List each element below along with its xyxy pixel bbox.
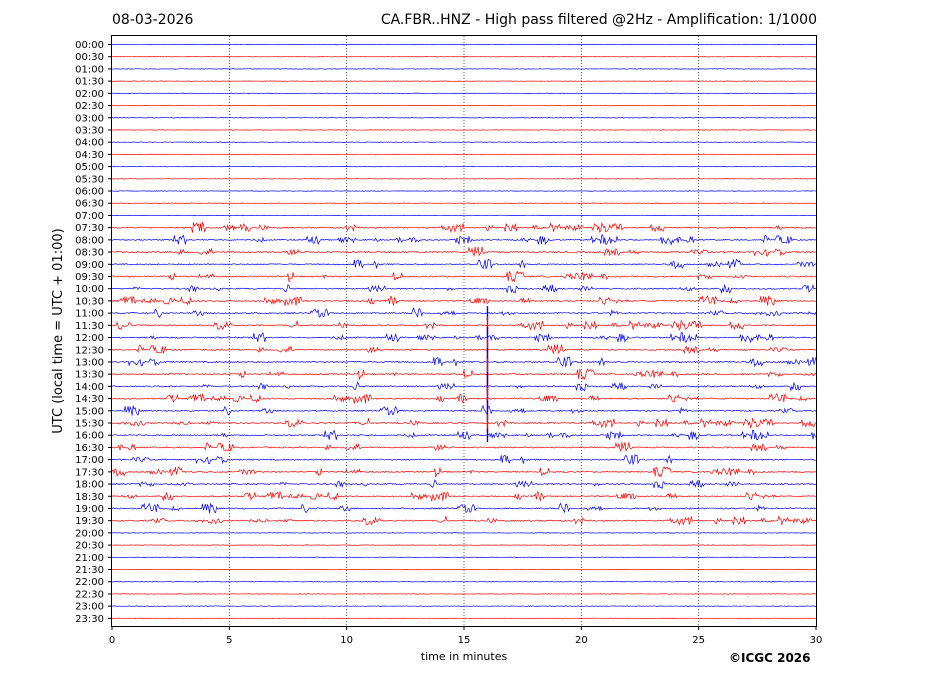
- y-tick-label: 02:30: [75, 101, 104, 112]
- trace-1430: [111, 392, 817, 405]
- trace-0500: [111, 165, 817, 168]
- trace-1500: [111, 404, 817, 416]
- y-tick-label: 14:00: [75, 382, 104, 393]
- y-tick-label: 19:30: [75, 516, 104, 527]
- chart-title: CA.FBR..HNZ - High pass filtered @2Hz - …: [380, 12, 817, 28]
- y-tick-label: 11:30: [75, 321, 104, 332]
- y-axis-label: UTC (local time = UTC + 01:00): [51, 228, 66, 433]
- y-tick-label: 01:30: [75, 77, 104, 88]
- y-tick-label: 17:00: [75, 455, 104, 466]
- y-tick-label: 17:30: [75, 467, 104, 478]
- x-tick-label: 20: [575, 635, 588, 646]
- y-tick-label: 20:30: [75, 541, 104, 552]
- y-tick-label: 15:30: [75, 419, 104, 430]
- y-tick-label: 04:00: [75, 138, 104, 149]
- y-tick-label: 05:30: [75, 174, 104, 185]
- y-tick-label: 21:30: [75, 565, 104, 576]
- trace-1230: [111, 344, 817, 355]
- x-tick-labels: 0 5 10 15 20 25 30: [109, 626, 823, 646]
- y-tick-label: 20:00: [75, 528, 104, 539]
- trace-0000: [111, 43, 817, 46]
- trace-2000: [111, 532, 817, 534]
- y-tick-label: 22:00: [75, 577, 104, 588]
- y-tick-label: 16:00: [75, 431, 104, 442]
- trace-1930: [111, 515, 817, 527]
- y-tick-label: 07:00: [75, 211, 104, 222]
- trace-1130: [111, 319, 817, 331]
- x-tick-label: 5: [226, 635, 232, 646]
- x-tick-label: 10: [340, 635, 353, 646]
- y-tick-label: 01:00: [75, 64, 104, 75]
- y-tick-label: 02:00: [75, 89, 104, 100]
- trace-0700: [111, 214, 817, 217]
- y-tick-label: 16:30: [75, 443, 104, 454]
- trace-0630: [111, 202, 817, 204]
- y-tick-label: 21:00: [75, 553, 104, 564]
- y-tick-label: 12:00: [75, 333, 104, 344]
- trace-2030: [111, 544, 817, 546]
- y-tick-label: 11:00: [75, 309, 104, 320]
- grid-lines: [229, 36, 699, 626]
- y-tick-label: 23:30: [75, 614, 104, 625]
- y-tick-label: 05:00: [75, 162, 104, 173]
- y-tick-label: 19:00: [75, 504, 104, 515]
- y-tick-label: 18:30: [75, 492, 104, 503]
- trace-group: [111, 43, 817, 619]
- y-tick-label: 13:30: [75, 370, 104, 381]
- trace-2100: [111, 556, 817, 558]
- chart-date: 08-03-2026: [112, 12, 194, 28]
- trace-0030: [111, 56, 817, 58]
- y-tick-label: 08:00: [75, 235, 104, 246]
- y-tick-label: 03:30: [75, 125, 104, 136]
- x-tick-label: 0: [109, 635, 115, 646]
- y-tick-label: 14:30: [75, 394, 104, 405]
- copyright-notice: ©ICGC 2026: [729, 651, 811, 665]
- y-tick-label: 10:30: [75, 296, 104, 307]
- trace-2130: [111, 568, 817, 571]
- y-tick-label: 00:00: [75, 40, 104, 51]
- y-tick-label: 06:00: [75, 187, 104, 198]
- x-tick-label: 25: [692, 635, 705, 646]
- y-tick-label: 22:30: [75, 589, 104, 600]
- y-tick-label: 07:30: [75, 223, 104, 234]
- y-tick-label: 00:30: [75, 52, 104, 63]
- x-tick-label: 30: [810, 635, 823, 646]
- trace-0830: [111, 246, 817, 257]
- y-tick-label: 23:00: [75, 602, 104, 613]
- trace-1800: [111, 479, 817, 490]
- trace-0600: [111, 190, 817, 192]
- y-tick-label: 04:30: [75, 150, 104, 161]
- y-tick-label: 03:00: [75, 113, 104, 124]
- trace-1200: [111, 332, 817, 344]
- trace-1400: [111, 381, 817, 392]
- trace-0400: [111, 141, 817, 143]
- y-tick-label: 06:30: [75, 199, 104, 210]
- trace-0430: [111, 153, 817, 156]
- trace-1830: [111, 490, 817, 502]
- trace-1300: [111, 356, 817, 368]
- trace-1630: [111, 441, 817, 453]
- trace-0530: [111, 178, 817, 180]
- y-tick-label: 08:30: [75, 248, 104, 259]
- y-tick-label: 09:30: [75, 272, 104, 283]
- y-tick-label: 10:00: [75, 284, 104, 295]
- trace-0100: [111, 68, 817, 70]
- x-axis-label: time in minutes: [421, 650, 508, 663]
- y-tick-label: 12:30: [75, 345, 104, 356]
- trace-1330: [111, 368, 817, 381]
- y-tick-label: 18:00: [75, 480, 104, 491]
- y-tick-label: 09:00: [75, 260, 104, 271]
- x-tick-label: 15: [458, 635, 471, 646]
- y-tick-label: 15:00: [75, 406, 104, 417]
- trace-2200: [111, 581, 817, 583]
- y-tick-label: 13:00: [75, 357, 104, 368]
